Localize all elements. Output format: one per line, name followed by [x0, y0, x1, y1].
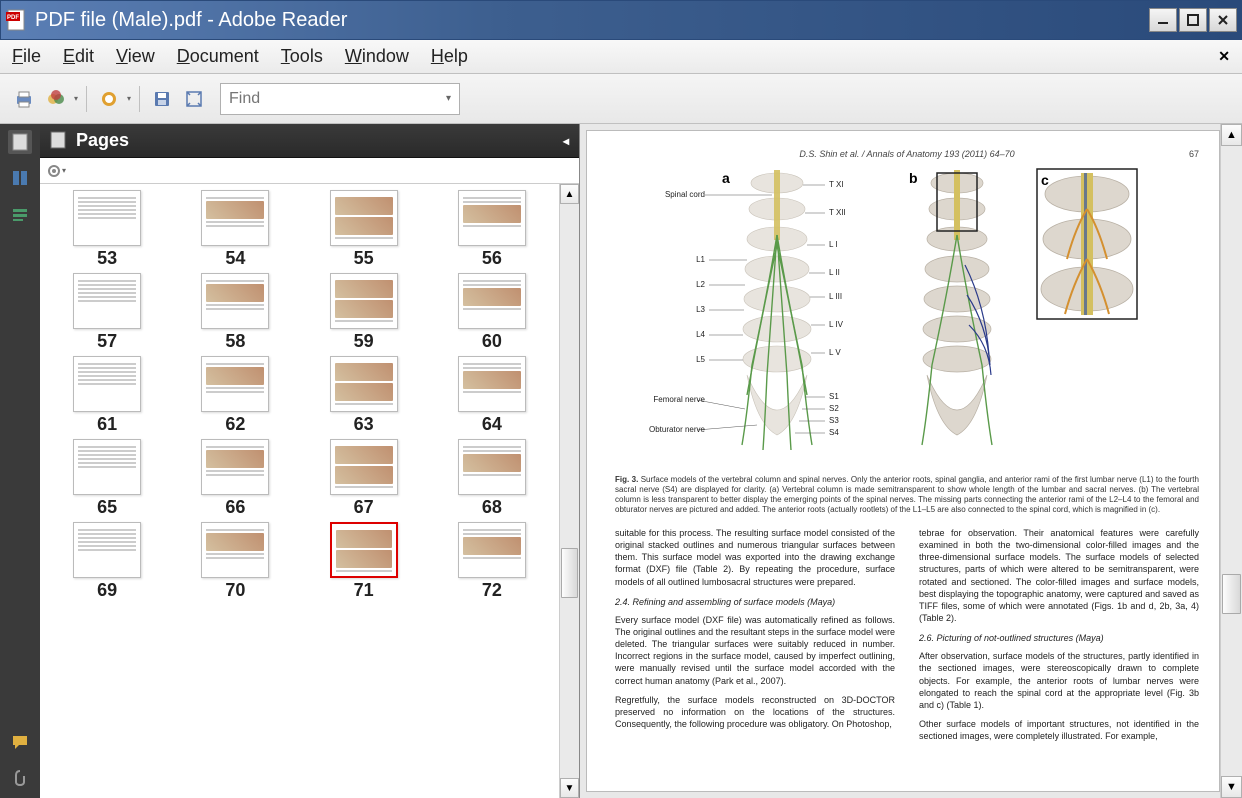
svg-text:L1: L1 [696, 255, 705, 264]
thumbnail-page-59[interactable]: 59 [301, 273, 427, 352]
sidestrip [0, 124, 40, 798]
thumbnail-page-65[interactable]: 65 [44, 439, 170, 518]
content-scroll-up[interactable]: ▲ [1221, 124, 1242, 146]
svg-text:L II: L II [829, 268, 840, 277]
scroll-down-button[interactable]: ▼ [560, 778, 579, 798]
svg-text:L3: L3 [696, 305, 705, 314]
minimize-button[interactable] [1149, 8, 1177, 32]
save-button[interactable] [148, 85, 176, 113]
figure: a Spinal cord L1 L2 L3 L4 L5 Femoral nerve Obtu… [615, 165, 1199, 465]
pages-header-icon [50, 131, 68, 151]
content-scrollbar[interactable]: ▲ ▼ [1220, 124, 1242, 798]
svg-text:L III: L III [829, 292, 842, 301]
svg-text:L V: L V [829, 348, 841, 357]
thumbnail-page-61[interactable]: 61 [44, 356, 170, 435]
svg-text:a: a [722, 170, 730, 186]
window-title: PDF file (Male).pdf - Adobe Reader [35, 9, 1149, 32]
options-gear-icon[interactable]: ▾ [46, 161, 66, 181]
svg-text:T XI: T XI [829, 180, 844, 189]
svg-text:L IV: L IV [829, 320, 844, 329]
fullscreen-button[interactable] [180, 85, 208, 113]
svg-text:L2: L2 [696, 280, 705, 289]
thumbnail-page-69[interactable]: 69 [44, 522, 170, 601]
comments-tab-icon[interactable] [8, 730, 32, 754]
content-area: D.S. Shin et al. / Annals of Anatomy 193… [580, 124, 1242, 798]
collapse-panel-button[interactable]: ◂ [563, 134, 569, 148]
combine-button[interactable] [42, 85, 70, 113]
page-number: 67 [1189, 149, 1199, 159]
svg-text:S4: S4 [829, 428, 839, 437]
thumbnail-page-53[interactable]: 53 [44, 190, 170, 269]
attachments-tab-icon[interactable] [8, 766, 32, 790]
scroll-up-button[interactable]: ▲ [560, 184, 579, 204]
bookmarks-tab-icon[interactable] [8, 166, 32, 190]
pages-panel-header: Pages ◂ [40, 124, 579, 158]
svg-text:S3: S3 [829, 416, 839, 425]
thumbnail-page-58[interactable]: 58 [172, 273, 298, 352]
thumbnail-page-64[interactable]: 64 [429, 356, 555, 435]
pages-panel: Pages ◂ ▾ 53545556 57585960 61626364 656667… [40, 124, 579, 798]
svg-text:Femoral nerve: Femoral nerve [653, 395, 705, 404]
menu-help[interactable]: Help [431, 46, 468, 67]
thumbnail-page-70[interactable]: 70 [172, 522, 298, 601]
find-input[interactable] [229, 90, 442, 108]
thumbnail-page-62[interactable]: 62 [172, 356, 298, 435]
menu-view[interactable]: View [116, 46, 155, 67]
pdf-icon: PDF [5, 8, 29, 32]
content-scroll-down[interactable]: ▼ [1221, 776, 1242, 798]
thumbnail-page-55[interactable]: 55 [301, 190, 427, 269]
svg-text:S1: S1 [829, 392, 839, 401]
pages-tab-icon[interactable] [8, 130, 32, 154]
svg-text:T XII: T XII [829, 208, 846, 217]
column-left: suitable for this process. The resulting… [615, 527, 895, 749]
menu-edit[interactable]: Edit [63, 46, 94, 67]
svg-text:S2: S2 [829, 404, 839, 413]
svg-text:c: c [1041, 172, 1049, 188]
figure-caption: Fig. 3. Surface models of the vertebral … [615, 475, 1199, 515]
content-scroll-handle[interactable] [1222, 574, 1241, 614]
thumbnails-scrollbar[interactable]: ▲ ▼ [559, 184, 579, 798]
thumbnail-page-66[interactable]: 66 [172, 439, 298, 518]
menubar: File Edit View Document Tools Window Hel… [0, 40, 1242, 74]
pages-panel-title: Pages [76, 130, 129, 151]
menu-tools[interactable]: Tools [281, 46, 323, 67]
thumbnail-page-63[interactable]: 63 [301, 356, 427, 435]
thumbnail-page-57[interactable]: 57 [44, 273, 170, 352]
column-right: tebrae for observation. Their anatomical… [919, 527, 1199, 749]
titlebar: PDF PDF file (Male).pdf - Adobe Reader [0, 0, 1242, 40]
thumbnail-page-67[interactable]: 67 [301, 439, 427, 518]
document-close-button[interactable]: ✕ [1218, 48, 1230, 65]
running-head: D.S. Shin et al. / Annals of Anatomy 193… [615, 149, 1199, 159]
close-button[interactable] [1209, 8, 1237, 32]
svg-text:Spinal cord: Spinal cord [665, 190, 705, 199]
thumbnail-page-54[interactable]: 54 [172, 190, 298, 269]
thumbnail-page-56[interactable]: 56 [429, 190, 555, 269]
menu-file[interactable]: File [12, 46, 41, 67]
svg-text:PDF: PDF [7, 15, 19, 21]
svg-text:L5: L5 [696, 355, 705, 364]
scroll-handle[interactable] [561, 548, 578, 598]
find-dropdown-icon[interactable]: ▾ [446, 93, 451, 104]
thumbnail-page-71[interactable]: 71 [301, 522, 427, 601]
collaborate-button[interactable] [95, 85, 123, 113]
pages-panel-subheader: ▾ [40, 158, 579, 184]
find-box[interactable]: ▾ [220, 83, 460, 115]
document-page: D.S. Shin et al. / Annals of Anatomy 193… [586, 130, 1220, 792]
svg-text:L4: L4 [696, 330, 705, 339]
menu-window[interactable]: Window [345, 46, 409, 67]
layers-tab-icon[interactable] [8, 202, 32, 226]
svg-text:b: b [909, 170, 918, 186]
menu-document[interactable]: Document [177, 46, 259, 67]
print-button[interactable] [10, 85, 38, 113]
thumbnail-page-68[interactable]: 68 [429, 439, 555, 518]
thumbnails-grid: 53545556 57585960 61626364 65666768 69707172 [40, 184, 559, 798]
thumbnail-page-60[interactable]: 60 [429, 273, 555, 352]
maximize-button[interactable] [1179, 8, 1207, 32]
svg-text:L I: L I [829, 240, 838, 249]
sidebar: Pages ◂ ▾ 53545556 57585960 61626364 656667… [0, 124, 580, 798]
toolbar: ▾ ▾ ▾ [0, 74, 1242, 124]
thumbnail-page-72[interactable]: 72 [429, 522, 555, 601]
svg-text:Obturator nerve: Obturator nerve [649, 425, 706, 434]
